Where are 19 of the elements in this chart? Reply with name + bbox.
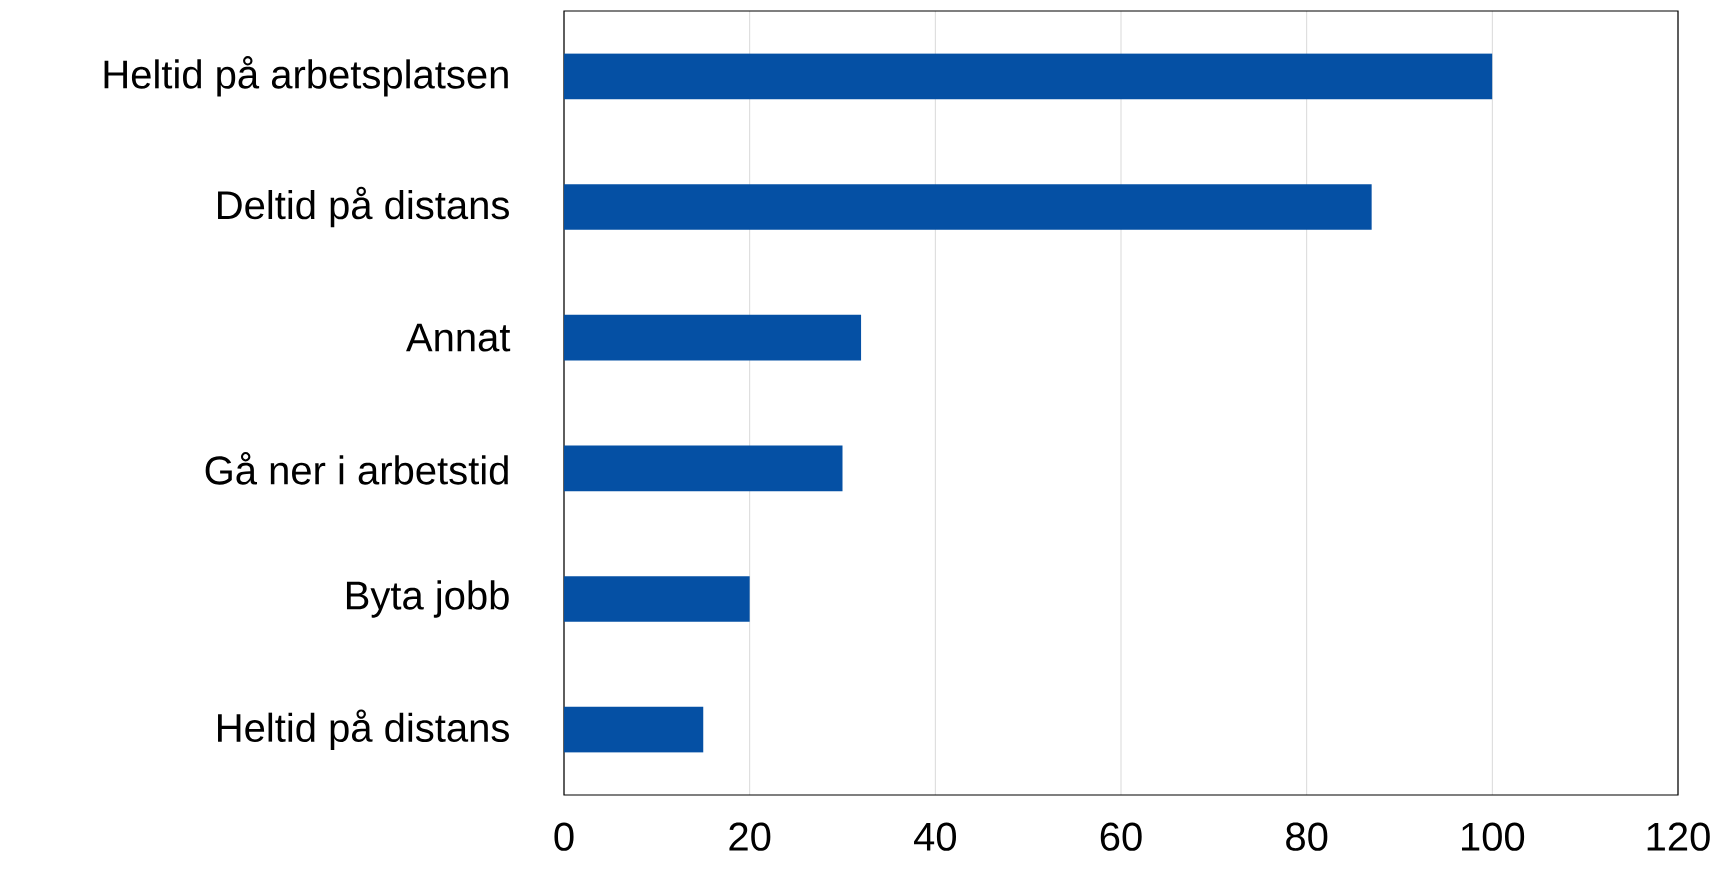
x-tick-label: 80 xyxy=(1286,822,1328,851)
x-tick-label: 120 xyxy=(1647,822,1710,851)
bar xyxy=(564,184,1372,230)
y-tick-label: Heltid på arbetsplatsen xyxy=(104,56,508,97)
y-tick-label: Annat xyxy=(406,323,511,352)
bar xyxy=(564,445,843,492)
y-tick-label: Byta jobb xyxy=(346,580,509,618)
bar xyxy=(564,576,750,622)
y-tick-label: Gå ner i arbetstid xyxy=(205,452,508,485)
x-tick-label: 0 xyxy=(554,822,574,851)
x-tick-label: 20 xyxy=(729,822,771,851)
y-tick-label: Heltid på distans xyxy=(218,709,509,750)
x-tick-label: 40 xyxy=(914,822,957,851)
y-tick-label: Deltid på distans xyxy=(218,186,509,228)
x-tick-label: 100 xyxy=(1462,822,1525,851)
x-tick-label: 60 xyxy=(1100,822,1142,851)
bar xyxy=(564,53,1493,100)
bar xyxy=(564,706,704,753)
bar xyxy=(564,314,862,361)
